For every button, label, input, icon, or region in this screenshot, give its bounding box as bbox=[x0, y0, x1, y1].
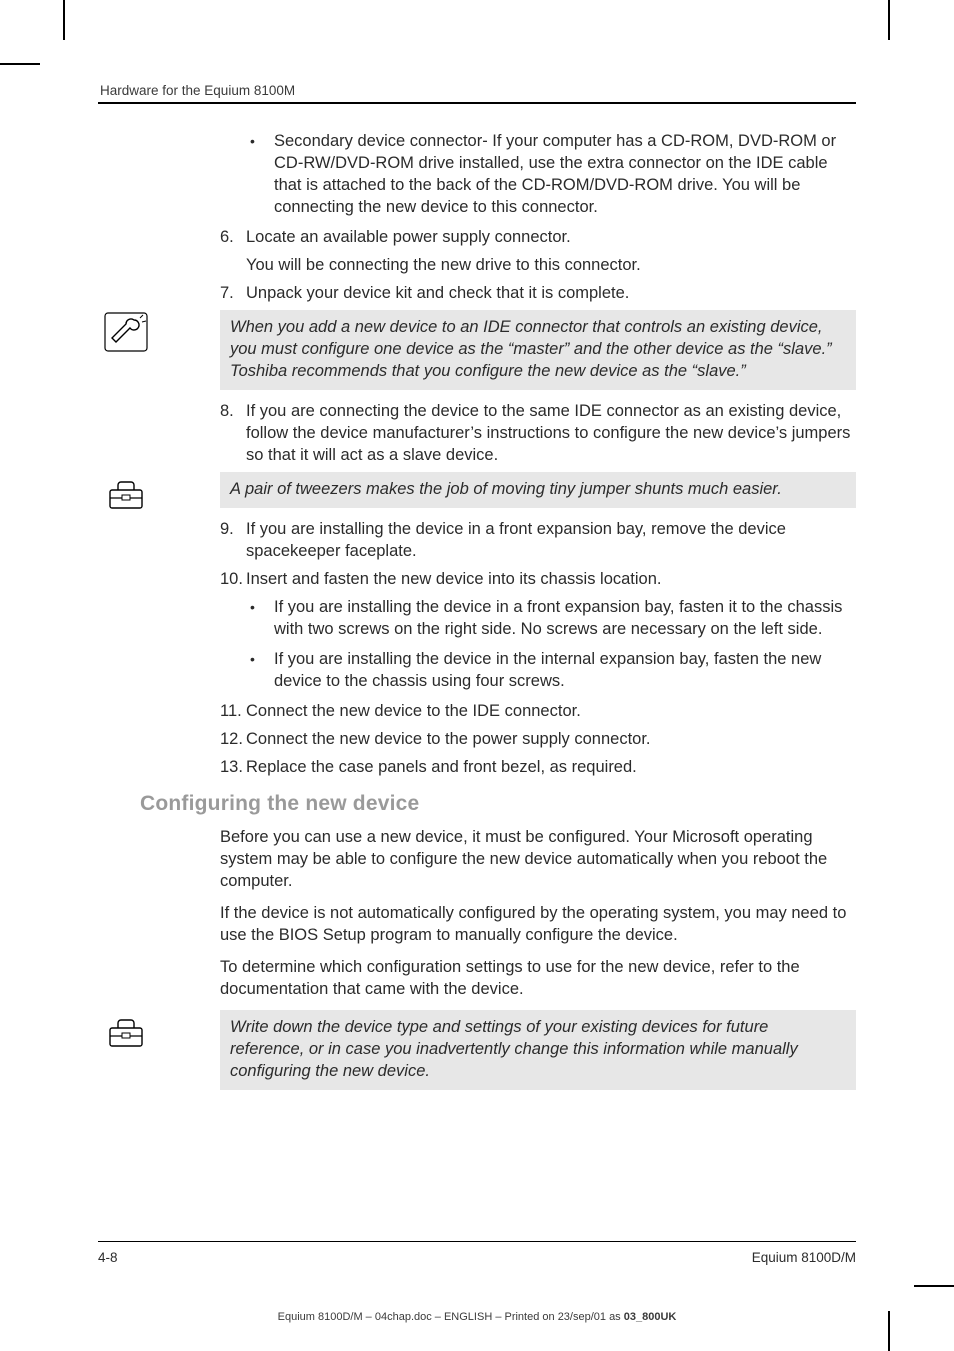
note-write-down: Write down the device type and settings … bbox=[98, 1010, 856, 1090]
print-info-text: Equium 8100D/M – 04chap.doc – ENGLISH – … bbox=[278, 1311, 624, 1323]
step-text: Insert and fasten the new device into it… bbox=[246, 568, 856, 590]
note-text: When you add a new device to an IDE conn… bbox=[220, 310, 856, 390]
content-area: Secondary device connector- If your comp… bbox=[98, 130, 856, 1100]
step-6: 6. Locate an available power supply conn… bbox=[220, 226, 856, 248]
page-number: 4-8 bbox=[98, 1250, 118, 1265]
paragraph: To determine which configuration setting… bbox=[220, 956, 856, 1000]
step-9: 9. If you are installing the device in a… bbox=[220, 518, 856, 562]
step-12: 12. Connect the new device to the power … bbox=[220, 728, 856, 750]
body-column: 9. If you are installing the device in a… bbox=[220, 518, 856, 778]
step-7: 7. Unpack your device kit and check that… bbox=[220, 282, 856, 304]
step-number: 10. bbox=[220, 568, 246, 590]
list-item: If you are installing the device in a fr… bbox=[246, 596, 856, 640]
print-info-bold: 03_800UK bbox=[624, 1311, 677, 1323]
paragraph: Before you can use a new device, it must… bbox=[220, 826, 856, 892]
crop-mark bbox=[0, 63, 40, 65]
step-6-continuation: You will be connecting the new drive to … bbox=[246, 254, 856, 276]
body-column: Secondary device connector- If your comp… bbox=[220, 130, 856, 304]
note-master-slave: When you add a new device to an IDE conn… bbox=[98, 310, 856, 390]
header-rule bbox=[98, 102, 856, 104]
page: Hardware for the Equium 8100M Secondary … bbox=[0, 0, 954, 1351]
bullet-icon bbox=[246, 648, 274, 692]
crop-mark bbox=[888, 0, 890, 40]
list-item: Secondary device connector- If your comp… bbox=[246, 130, 856, 218]
step-8: 8. If you are connecting the device to t… bbox=[220, 400, 856, 466]
toolbox-icon bbox=[104, 1012, 148, 1052]
step-text: Connect the new device to the IDE connec… bbox=[246, 700, 856, 722]
bullet-text: Secondary device connector- If your comp… bbox=[274, 130, 856, 218]
list-item: If you are installing the device in the … bbox=[246, 648, 856, 692]
crop-mark bbox=[63, 0, 65, 40]
crop-mark bbox=[914, 1285, 954, 1287]
step-11: 11. Connect the new device to the IDE co… bbox=[220, 700, 856, 722]
bullet-text: If you are installing the device in a fr… bbox=[274, 596, 856, 640]
note-text: A pair of tweezers makes the job of movi… bbox=[220, 472, 856, 508]
step-number: 12. bbox=[220, 728, 246, 750]
bullet-icon bbox=[246, 130, 274, 218]
step-text: If you are connecting the device to the … bbox=[246, 400, 856, 466]
step-text: Unpack your device kit and check that it… bbox=[246, 282, 856, 304]
step-text: If you are installing the device in a fr… bbox=[246, 518, 856, 562]
step-number: 13. bbox=[220, 756, 246, 778]
print-info: Equium 8100D/M – 04chap.doc – ENGLISH – … bbox=[0, 1311, 954, 1323]
step-text: Locate an available power supply connect… bbox=[246, 226, 856, 248]
bullet-text: If you are installing the device in the … bbox=[274, 648, 856, 692]
step-13: 13. Replace the case panels and front be… bbox=[220, 756, 856, 778]
footer: 4-8 Equium 8100D/M bbox=[98, 1241, 856, 1265]
toolbox-icon bbox=[104, 474, 148, 514]
bullet-icon bbox=[246, 596, 274, 640]
step-text: Connect the new device to the power supp… bbox=[246, 728, 856, 750]
wrench-icon bbox=[104, 312, 148, 352]
step-number: 7. bbox=[220, 282, 246, 304]
step-text: Replace the case panels and front bezel,… bbox=[246, 756, 856, 778]
step-number: 6. bbox=[220, 226, 246, 248]
body-column: 8. If you are connecting the device to t… bbox=[220, 400, 856, 466]
running-head: Hardware for the Equium 8100M bbox=[100, 83, 295, 98]
step-number: 8. bbox=[220, 400, 246, 466]
step-number: 11. bbox=[220, 700, 246, 722]
footer-title: Equium 8100D/M bbox=[752, 1250, 856, 1265]
step-10: 10. Insert and fasten the new device int… bbox=[220, 568, 856, 590]
note-text: Write down the device type and settings … bbox=[220, 1010, 856, 1090]
note-tweezers: A pair of tweezers makes the job of movi… bbox=[98, 472, 856, 508]
heading-configuring: Configuring the new device bbox=[140, 792, 856, 816]
paragraph: If the device is not automatically confi… bbox=[220, 902, 856, 946]
step-number: 9. bbox=[220, 518, 246, 562]
